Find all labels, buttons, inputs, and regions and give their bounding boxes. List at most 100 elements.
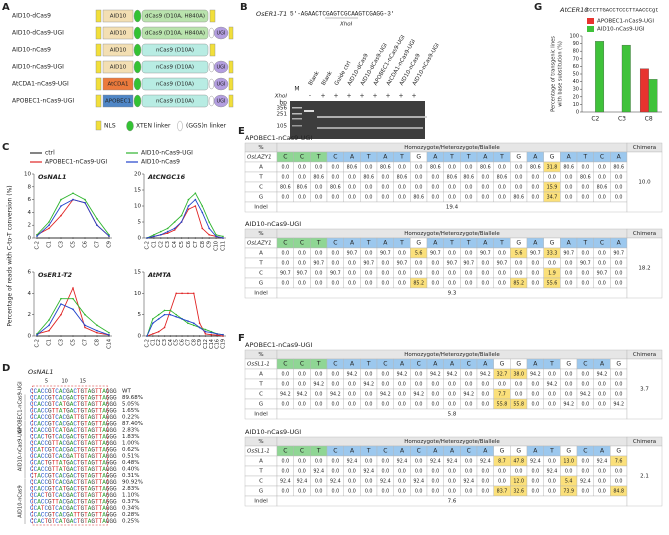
base-percent: 0.0 [282, 175, 290, 181]
base-percent: 0.0 [348, 271, 356, 277]
point [222, 333, 224, 336]
bar [595, 41, 605, 113]
ugi [213, 26, 229, 40]
target-base: G [516, 361, 521, 368]
base-percent: 0.0 [415, 372, 423, 378]
enzyme-site: XhoI [339, 22, 353, 28]
base-percent: 0.0 [598, 469, 606, 475]
base-percent: 0.0 [332, 402, 340, 408]
base-percent: 0.0 [282, 261, 290, 267]
target-base: A [483, 448, 488, 455]
sequence: CCACCGTTATGACTGTAGTTAGGG [30, 466, 117, 473]
point [208, 234, 210, 236]
base-percent: 0.0 [465, 281, 473, 287]
base-percent: 0.0 [415, 261, 423, 267]
x-tick-label: C4 [168, 339, 174, 346]
base-percent: 92.4 [363, 469, 374, 475]
base-percent: 0.0 [532, 469, 540, 475]
base-percent: 0.0 [498, 479, 506, 485]
target-base: C [467, 361, 471, 368]
table-header: Homozygote/Heterozygote/Biallele [404, 439, 500, 445]
base-percent: 0.0 [465, 271, 473, 277]
target-base: C [300, 448, 304, 455]
base-percent: 85.2 [413, 281, 424, 287]
base-percent: 0.0 [532, 271, 540, 277]
target-base: T [449, 240, 454, 247]
base-percent: 0.0 [432, 175, 440, 181]
base-percent: 0.0 [465, 469, 473, 475]
base-percent: 94.2 [330, 392, 341, 398]
x-tick-label: C2 [591, 116, 599, 123]
x-tick-label: C7 [185, 339, 191, 346]
sequence: CCACCGTCACGATTGTAGTTAGGG [30, 511, 117, 518]
base-percent: 0.0 [598, 489, 606, 495]
point [215, 234, 217, 236]
point [201, 211, 204, 214]
nls [95, 9, 102, 23]
base-percent: 0.0 [382, 402, 390, 408]
base-percent: 0.0 [615, 382, 623, 388]
read-percent: 90.92% [122, 480, 143, 486]
indel-value: 9.3 [448, 291, 457, 297]
base-percent: 85.2 [513, 281, 524, 287]
base-percent: 34.7 [547, 195, 558, 201]
point [36, 235, 38, 237]
y-tick-label: 5 [138, 220, 142, 226]
base-percent: 0.0 [382, 469, 390, 475]
base-percent: 0.0 [315, 195, 323, 201]
target-base: T [549, 361, 554, 368]
base-percent: 0.0 [332, 372, 340, 378]
target-base: A [350, 361, 355, 368]
table-cell [626, 358, 663, 420]
table-header: Homozygote/Heterozygote/Biallele [404, 145, 500, 151]
base-percent: 92.4 [313, 469, 324, 475]
target-base: C [417, 361, 421, 368]
base-percent: 0.0 [365, 372, 373, 378]
table-title: AID10-nCas9-UGI [245, 220, 301, 228]
nls [228, 94, 234, 108]
size-unit: bp [279, 100, 287, 107]
base-percent: 0.0 [515, 392, 523, 398]
base-percent: 13.0 [563, 459, 574, 465]
target-base: G [550, 240, 555, 247]
group-label: APOBEC1-nCas9-UGI [18, 381, 24, 433]
construct-name: APOBEC1-nCas9-UGI [12, 98, 74, 105]
x-tick-label: C2 [156, 339, 162, 346]
legend-label: (GGS)n linker [186, 123, 227, 130]
series-line [146, 292, 224, 337]
base-percent: 0.0 [348, 489, 356, 495]
point [84, 326, 86, 329]
base-percent: 0.0 [532, 175, 540, 181]
base-percent: 0.0 [348, 479, 356, 485]
size-label: 356 [277, 106, 288, 112]
point [96, 224, 98, 226]
group-label: AID10-nCas9-UGI [18, 428, 24, 471]
chimera-value: 18.2 [638, 266, 650, 272]
base-percent: 0.0 [382, 372, 390, 378]
base-percent: 80.6 [313, 175, 324, 181]
base-percent: 0.0 [532, 489, 540, 495]
target-base: A [617, 154, 622, 161]
base-percent: 0.0 [382, 271, 390, 277]
point [36, 334, 38, 336]
point [222, 237, 224, 239]
cas [141, 94, 209, 108]
y-tick-label: 0 [138, 334, 142, 340]
base-percent: 0.0 [348, 392, 356, 398]
base-percent: 55.6 [547, 281, 558, 287]
construct-name: AID10-dCas9-UGI [12, 30, 64, 37]
x-tick-label: C7 [95, 241, 101, 248]
base-percent: 90.7 [347, 251, 358, 257]
base-percent: 0.0 [498, 251, 506, 257]
base-percent: 0.0 [548, 479, 556, 485]
base-percent: 0.0 [315, 459, 323, 465]
legend-label: APOBEC1-nCas9-UGI [45, 159, 107, 166]
base-percent: 0.0 [432, 185, 440, 191]
target-base: C [300, 361, 304, 368]
chart-title: OsER1-T2 [38, 271, 73, 279]
target-base: T [316, 154, 321, 161]
point [108, 334, 110, 336]
x-tick-label: C4 [172, 241, 178, 248]
base-percent: 94.2 [447, 372, 458, 378]
base-percent: 0.0 [448, 271, 456, 277]
